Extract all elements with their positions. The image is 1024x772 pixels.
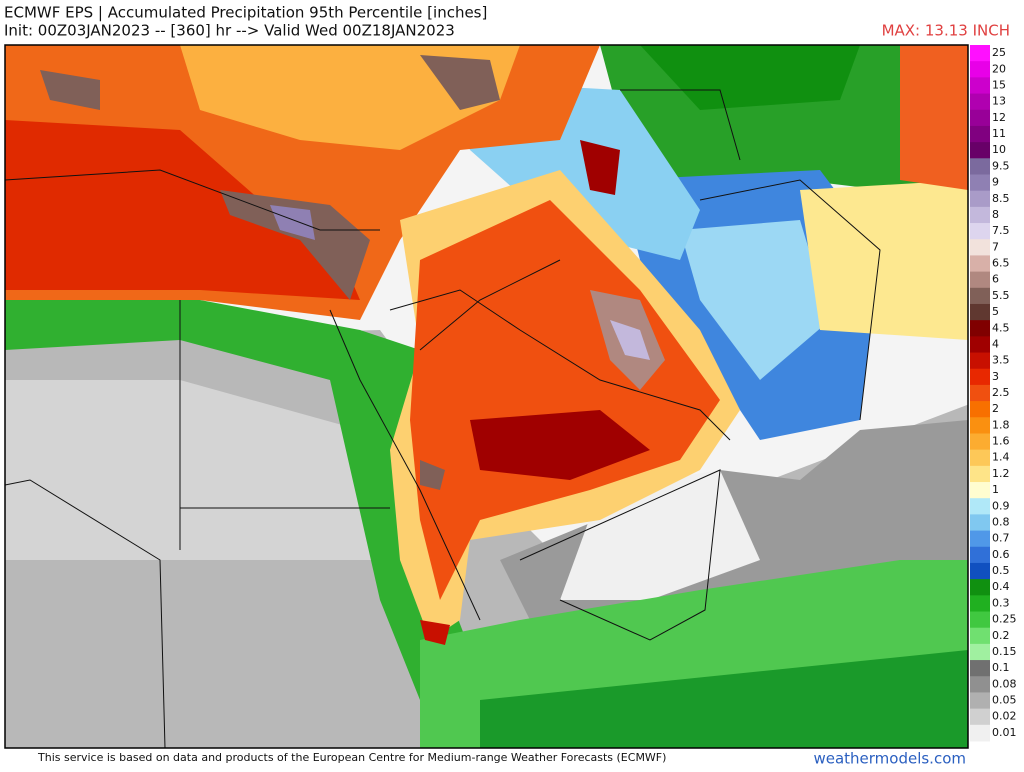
colorbar-label: 0.4 [992, 580, 1010, 593]
colorbar-label: 11 [992, 127, 1006, 140]
colorbar-label: 0.25 [992, 613, 1017, 626]
color-swatch [970, 142, 990, 159]
colorbar-label: 7 [992, 240, 999, 253]
color-swatch [970, 562, 990, 580]
colorbar-label: 8.5 [992, 192, 1010, 205]
colorbar-label: 1.4 [992, 451, 1010, 464]
color-swatch [970, 611, 990, 629]
colorbar-label: 0.9 [992, 499, 1010, 512]
colorbar-label: 5.5 [992, 289, 1010, 302]
map [4, 44, 969, 749]
color-swatch [970, 174, 990, 192]
color-swatch [970, 465, 990, 483]
color-swatch [970, 271, 990, 289]
max-value: MAX: 13.13 INCH [882, 22, 1010, 40]
colorbar-label: 0.01 [992, 726, 1017, 739]
colorbar-label: 4.5 [992, 321, 1010, 334]
color-swatch [970, 320, 990, 337]
colorbar-label: 9.5 [992, 159, 1010, 172]
color-swatch [970, 530, 990, 548]
color-swatch [970, 676, 990, 693]
color-swatch [970, 579, 990, 596]
color-swatch [970, 239, 990, 256]
color-swatch [970, 206, 990, 224]
color-swatch [970, 125, 990, 143]
colorbar-label: 25 [992, 46, 1006, 59]
color-swatch [970, 109, 990, 127]
colorbar-label: 10 [992, 143, 1006, 156]
colorbar-label: 3.5 [992, 354, 1010, 367]
colorbar-label: 6.5 [992, 257, 1010, 270]
color-swatch [970, 368, 990, 386]
color-swatch [970, 158, 990, 175]
color-swatch [970, 643, 990, 661]
colorbar-label: 0.05 [992, 694, 1017, 707]
colorbar-label: 9 [992, 176, 999, 189]
colorbar-label: 4 [992, 337, 999, 350]
color-swatch [970, 417, 990, 434]
color-swatch [970, 223, 990, 240]
colorbar-label: 3 [992, 370, 999, 383]
color-swatch [970, 401, 990, 418]
colorbar-label: 0.6 [992, 548, 1010, 561]
color-swatch [970, 433, 990, 451]
color-swatch [970, 449, 990, 467]
color-swatch [970, 546, 990, 564]
colorbar-label: 12 [992, 111, 1006, 124]
title: ECMWF EPS | Accumulated Precipitation 95… [4, 4, 487, 22]
colorbar-label: 0.5 [992, 564, 1010, 577]
color-swatch [970, 255, 990, 273]
colorbar-label: 1.8 [992, 418, 1010, 431]
colorbar-label: 0.3 [992, 596, 1010, 609]
colorbar-label: 2 [992, 402, 999, 415]
colorbar-label: 1 [992, 483, 999, 496]
colorbar-label: 20 [992, 62, 1006, 75]
color-swatch [970, 190, 990, 208]
color-swatch [970, 77, 990, 95]
color-swatch [970, 93, 990, 111]
color-swatch [970, 724, 990, 742]
color-swatch [970, 660, 990, 677]
colorbar-label: 5 [992, 305, 999, 318]
color-swatch [970, 303, 990, 321]
colorbar-label: 0.1 [992, 661, 1010, 674]
color-swatch [970, 498, 990, 515]
color-swatch [970, 482, 990, 499]
colorbar-label: 2.5 [992, 386, 1010, 399]
color-swatch [970, 384, 990, 402]
color-swatch [970, 514, 990, 532]
color-swatch [970, 708, 990, 726]
colorbar-label: 6 [992, 273, 999, 286]
colorbar: 252015131211109.598.587.576.565.554.543.… [970, 45, 1017, 742]
colorbar-label: 0.02 [992, 710, 1017, 723]
colorbar-label: 8 [992, 208, 999, 221]
colorbar-label: 0.08 [992, 677, 1017, 690]
colorbar-label: 0.15 [992, 645, 1017, 658]
color-swatch [970, 61, 990, 78]
color-swatch [970, 45, 990, 62]
colorbar-label: 1.6 [992, 435, 1010, 448]
color-swatch [970, 336, 990, 354]
color-swatch [970, 287, 990, 305]
color-swatch [970, 692, 990, 710]
colorbar-label: 13 [992, 95, 1006, 108]
site-link[interactable]: weathermodels.com [813, 750, 966, 768]
colorbar-label: 15 [992, 78, 1006, 91]
credit: This service is based on data and produc… [37, 751, 666, 764]
colorbar-label: 0.2 [992, 629, 1010, 642]
color-swatch [970, 352, 990, 370]
colorbar-label: 7.5 [992, 224, 1010, 237]
color-swatch [970, 627, 990, 645]
colorbar-label: 0.7 [992, 532, 1010, 545]
init-time: Init: 00Z03JAN2023 -- [360] hr --> Valid… [4, 22, 455, 40]
colorbar-label: 0.8 [992, 515, 1010, 528]
color-swatch [970, 595, 990, 613]
colorbar-label: 1.2 [992, 467, 1010, 480]
